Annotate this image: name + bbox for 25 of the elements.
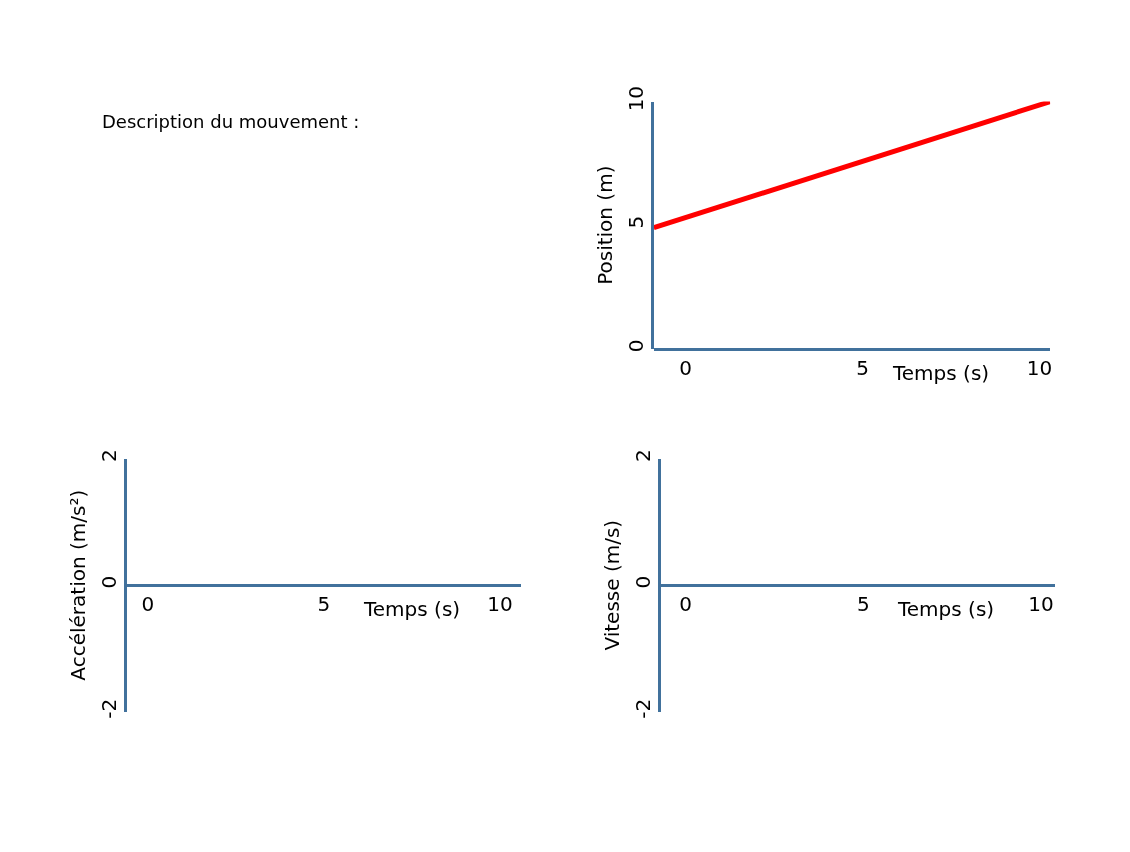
y-axis-title: Position (m) <box>593 165 618 285</box>
x-axis-title: Temps (s) <box>897 597 995 621</box>
x-tick-label: 0 <box>141 592 155 617</box>
y-tick-label: 2 <box>630 449 655 463</box>
y-tick-label: -2 <box>630 698 655 719</box>
y-axis-title: Accélération (m/s²) <box>66 489 91 681</box>
y-tick-label: -2 <box>96 698 121 719</box>
x-tick-label: 5 <box>856 592 870 617</box>
y-tick-label: 0 <box>623 339 648 353</box>
y-tick-label: 10 <box>623 85 648 112</box>
text: Description du mouvement : <box>102 111 360 132</box>
x-tick-label: 0 <box>679 355 693 380</box>
x-tick-label: 5 <box>856 355 869 380</box>
x-axis-title: Temps (s) <box>363 597 461 621</box>
y-tick-label: 0 <box>630 575 655 589</box>
x-tick-label: 10 <box>1028 592 1054 617</box>
y-axis-title: Vitesse (m/s) <box>600 519 625 651</box>
x-axis-title: Temps (s) <box>892 361 990 385</box>
y-tick-label: 2 <box>96 449 121 463</box>
x-tick-label: 10 <box>1026 355 1053 380</box>
y-tick-label: 5 <box>623 215 648 229</box>
y-tick-label: 0 <box>96 575 121 589</box>
x-tick-label: 10 <box>487 592 513 617</box>
x-tick-label: 0 <box>679 592 693 617</box>
x-tick-label: 5 <box>317 592 331 617</box>
